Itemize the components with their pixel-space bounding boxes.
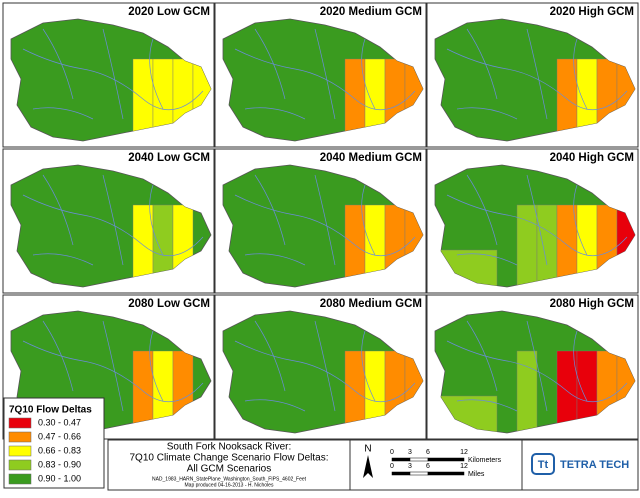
stream: [526, 28, 548, 120]
panel-title: 2040 High GCM: [550, 152, 634, 164]
stream: [149, 330, 164, 402]
north-arrow: [363, 455, 373, 478]
stream: [446, 340, 628, 403]
legend-label: 0.83 - 0.90: [38, 459, 81, 469]
legend-swatch: [8, 459, 32, 471]
legend-label: 0.30 - 0.47: [38, 417, 81, 427]
stream: [149, 38, 164, 110]
panel-title: 2080 High GCM: [550, 298, 634, 310]
stream: [456, 107, 518, 120]
title-box: [107, 439, 351, 491]
scale-tick: 6: [426, 463, 430, 470]
north-label: N: [364, 444, 371, 455]
map-title: 7Q10 Climate Change Scenario Flow Deltas…: [130, 453, 329, 464]
stream: [234, 48, 416, 111]
stream: [22, 340, 204, 403]
legend-title: 7Q10 Flow Deltas: [9, 405, 92, 416]
stream: [244, 399, 306, 412]
stream: [446, 194, 628, 257]
stream: [22, 48, 204, 111]
stream: [361, 330, 376, 402]
scale-tick: 12: [460, 449, 468, 456]
panel-title: 2080 Medium GCM: [320, 298, 422, 310]
stream: [102, 320, 124, 412]
stream: [254, 320, 286, 392]
stream: [456, 253, 518, 266]
panel-title: 2020 Medium GCM: [320, 6, 422, 18]
legend-swatch: [8, 431, 32, 443]
stream: [22, 194, 204, 257]
stream: [573, 330, 588, 402]
scale-tick: 3: [408, 463, 412, 470]
stream: [244, 107, 306, 120]
legend-swatch: [8, 473, 32, 485]
stream: [466, 28, 498, 100]
logo-mark: Tt: [538, 459, 549, 471]
stream: [42, 174, 74, 246]
stream: [102, 174, 124, 266]
legend-label: 0.66 - 0.83: [38, 445, 81, 455]
stream: [314, 320, 336, 412]
scale-unit: Miles: [468, 471, 485, 478]
stream: [32, 253, 94, 266]
legend-label: 0.47 - 0.66: [38, 431, 81, 441]
map-title: South Fork Nooksack River:: [167, 442, 292, 453]
credit: Map produced 04-16-2013 - H. Nicholes: [185, 482, 274, 488]
stream: [526, 174, 548, 266]
stream: [314, 28, 336, 120]
scale-box: [349, 439, 523, 491]
scale-segment: [391, 457, 411, 462]
scale-tick: 3: [408, 449, 412, 456]
stream: [234, 340, 416, 403]
zone-cell: [536, 204, 558, 286]
scale-segment: [427, 457, 465, 462]
scale-tick: 12: [460, 463, 468, 470]
zone-cell: [516, 350, 538, 432]
scale-tick: 6: [426, 449, 430, 456]
scale-unit: Kilometers: [468, 457, 502, 464]
panel-title: 2020 High GCM: [550, 6, 634, 18]
stream: [234, 194, 416, 257]
scale-tick: 0: [390, 449, 394, 456]
panel-map: [10, 164, 212, 288]
legend-swatch: [8, 417, 32, 429]
stream: [254, 28, 286, 100]
panel-title: 2080 Low GCM: [128, 298, 210, 310]
stream: [456, 399, 518, 412]
logo-name: TETRA TECH: [560, 459, 629, 471]
panel-title: 2040 Low GCM: [128, 152, 210, 164]
legend-box: [3, 397, 105, 489]
stream: [466, 174, 498, 246]
legend-label: 0.90 - 1.00: [38, 473, 81, 483]
legend-swatch: [8, 445, 32, 457]
stream: [254, 174, 286, 246]
stream: [32, 107, 94, 120]
panel-title: 2020 Low GCM: [128, 6, 210, 18]
panel-title: 2040 Medium GCM: [320, 152, 422, 164]
stream: [102, 28, 124, 120]
stream: [361, 38, 376, 110]
stream: [573, 184, 588, 256]
stream: [573, 38, 588, 110]
scale-tick: 0: [390, 463, 394, 470]
projection: NAD_1983_HARN_StatePlane_Washington_Sout…: [152, 476, 307, 482]
scale-segment: [427, 471, 465, 476]
stream: [244, 253, 306, 266]
zone-cell: [516, 204, 538, 286]
logo-badge: [531, 453, 555, 475]
stream: [466, 320, 498, 392]
stream: [42, 320, 74, 392]
stream: [314, 174, 336, 266]
stream: [149, 184, 164, 256]
stream: [361, 184, 376, 256]
stream: [446, 48, 628, 111]
scale-segment: [409, 457, 429, 462]
stream: [526, 320, 548, 412]
scale-segment: [391, 471, 411, 476]
stream: [42, 28, 74, 100]
map-title: All GCM Scenarios: [187, 464, 271, 475]
scale-segment: [409, 471, 429, 476]
